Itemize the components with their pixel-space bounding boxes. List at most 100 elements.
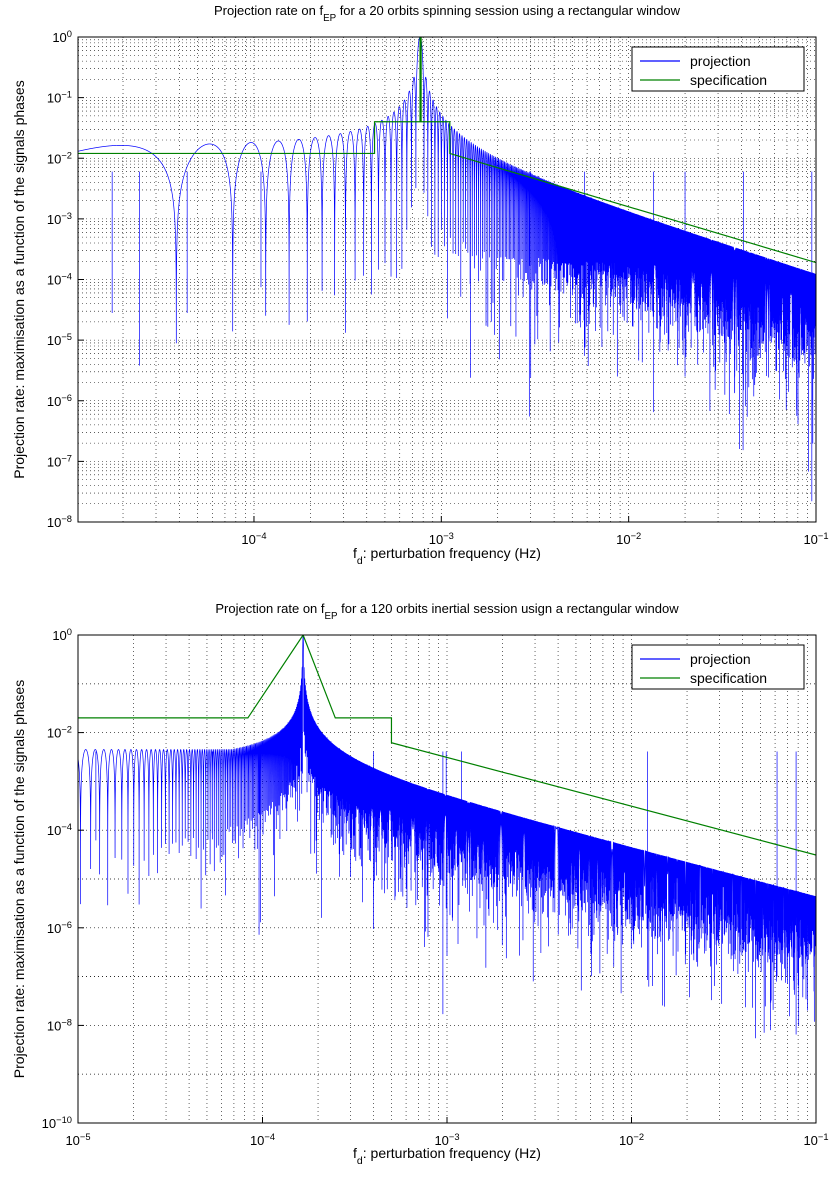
- x-axis-label-part: d: [357, 555, 363, 567]
- x-axis-label-part: d: [357, 1155, 363, 1167]
- y-tick-label-part: 10: [52, 30, 66, 45]
- y-tick-label-part: 10: [47, 212, 61, 227]
- chart-2: 10−5 10−4 10−3 10−2 10−110010−210−410−610−81…: [11, 601, 829, 1167]
- chart-1: 10−4 10−3 10−2 10−110010−110−210−310−410−51…: [11, 3, 829, 567]
- legend-label-projection: projection: [690, 651, 751, 667]
- y-tick-label-part: 10: [47, 1018, 61, 1033]
- y-tick-label: 10−6: [47, 920, 72, 936]
- chart-title-part: Projection rate on f: [215, 601, 325, 616]
- x-axis-label-part: : perturbation frequency (Hz): [363, 1145, 541, 1161]
- y-tick-label-part: −4: [61, 272, 72, 282]
- x-tick-label: 10−4: [241, 531, 266, 547]
- y-axis-label: Projection rate: maximisation as a funct…: [11, 680, 27, 1078]
- y-axis-label-part: Projection rate: maximisation as a funct…: [11, 680, 27, 1078]
- y-tick-label: 10−6: [47, 393, 72, 409]
- x-axis-label: fd: perturbation frequency (Hz): [353, 545, 541, 567]
- y-tick-label: 10−8: [47, 1017, 72, 1033]
- y-tick-label-part: −10: [56, 1115, 72, 1125]
- y-tick-label-part: −1: [61, 90, 72, 100]
- y-tick-label-part: −2: [61, 150, 72, 160]
- chart-title-part: for a 20 orbits spinning session using a…: [336, 3, 681, 18]
- y-tick-label-part: −7: [61, 453, 72, 463]
- legend: projection specification: [631, 46, 805, 92]
- legend-box: [631, 46, 805, 92]
- y-tick-label: 100: [52, 627, 72, 643]
- y-tick-label-part: 10: [47, 273, 61, 288]
- x-tick-label: 10−3: [429, 531, 454, 547]
- y-tick-label-part: 10: [47, 515, 61, 530]
- projection-line: [78, 37, 816, 502]
- x-tick-label-part: −3: [443, 531, 454, 541]
- y-tick-label: 10−1: [47, 90, 72, 106]
- x-tick-label-part: −1: [818, 531, 829, 541]
- y-tick-label: 10−2: [47, 150, 72, 166]
- y-tick-label-part: 10: [47, 454, 61, 469]
- specification-line: [78, 635, 816, 856]
- legend-label-specification: specification: [690, 670, 767, 686]
- x-tick-label-part: 10: [65, 1133, 79, 1148]
- chart-title: Projection rate on fEP for a 20 orbits s…: [214, 3, 681, 24]
- y-tick-label: 10−8: [47, 514, 72, 530]
- x-tick-label: 10−2: [616, 531, 641, 547]
- x-tick-label-part: 10: [434, 1133, 448, 1148]
- y-tick-label-part: −3: [61, 211, 72, 221]
- legend-label-projection-part: projection: [690, 651, 751, 667]
- legend-label-projection-part: projection: [690, 53, 751, 69]
- y-tick-label-part: 0: [67, 627, 72, 637]
- x-tick-label-part: 10: [241, 532, 255, 547]
- y-tick-label-part: −8: [61, 1017, 72, 1027]
- x-tick-label-part: 10: [250, 1133, 264, 1148]
- x-axis-label-part: f: [353, 545, 357, 561]
- plot-area: [78, 635, 816, 1039]
- y-tick-label: 10−3: [47, 211, 72, 227]
- specification-line: [78, 37, 816, 264]
- legend: projection specification: [631, 644, 805, 690]
- chart-title-part: for a 120 orbits inertial session usign …: [338, 601, 680, 616]
- y-tick-label-part: 10: [47, 394, 61, 409]
- y-tick-label-part: 10: [47, 151, 61, 166]
- y-tick-label: 10−4: [47, 272, 72, 288]
- y-tick-label-part: 10: [52, 628, 66, 643]
- y-tick-label-part: 10: [47, 333, 61, 348]
- legend-label-projection: projection: [690, 53, 751, 69]
- plot-area: [78, 37, 816, 502]
- x-axis-label-part: f: [353, 1145, 357, 1161]
- chart-title-part: Projection rate on f: [214, 3, 324, 18]
- x-tick-label: 10−2: [619, 1132, 644, 1148]
- y-tick-label-part: 10: [47, 921, 61, 936]
- y-tick-label-part: 10: [47, 823, 61, 838]
- x-tick-label: 10−1: [803, 1132, 828, 1148]
- y-tick-label-part: −2: [61, 725, 72, 735]
- chart-title: Projection rate on fEP for a 120 orbits …: [215, 601, 679, 622]
- x-tick-label-part: −2: [631, 531, 642, 541]
- chart-title-part: EP: [323, 13, 336, 24]
- y-tick-label-part: −4: [61, 822, 72, 832]
- x-tick-label-part: 10: [803, 1133, 817, 1148]
- x-tick-label: 10−1: [803, 531, 828, 547]
- legend-label-specification-part: specification: [690, 72, 767, 88]
- y-tick-label-part: 10: [42, 1116, 56, 1131]
- x-tick-label-part: −5: [80, 1132, 91, 1142]
- legend-label-specification-part: specification: [690, 670, 767, 686]
- y-tick-label-part: 10: [47, 726, 61, 741]
- y-tick-label-part: −6: [61, 920, 72, 930]
- legend-box: [631, 644, 805, 690]
- y-tick-label: 10−2: [47, 725, 72, 741]
- y-axis-label: Projection rate: maximisation as a funct…: [11, 80, 27, 478]
- y-tick-label: 10−4: [47, 822, 72, 838]
- x-tick-label-part: 10: [619, 1133, 633, 1148]
- x-tick-label-part: 10: [616, 532, 630, 547]
- x-tick-label: 10−3: [434, 1132, 459, 1148]
- y-tick-label-part: −6: [61, 393, 72, 403]
- projection-line: [78, 635, 816, 1039]
- y-tick-label: 10−5: [47, 332, 72, 348]
- chart-title-part: EP: [325, 611, 338, 622]
- y-tick-label: 10−7: [47, 453, 72, 469]
- x-tick-label-part: 10: [429, 532, 443, 547]
- x-tick-label-part: −2: [633, 1132, 644, 1142]
- x-tick-label-part: −1: [818, 1132, 829, 1142]
- x-tick-label: 10−4: [250, 1132, 275, 1148]
- y-tick-label-part: 10: [47, 91, 61, 106]
